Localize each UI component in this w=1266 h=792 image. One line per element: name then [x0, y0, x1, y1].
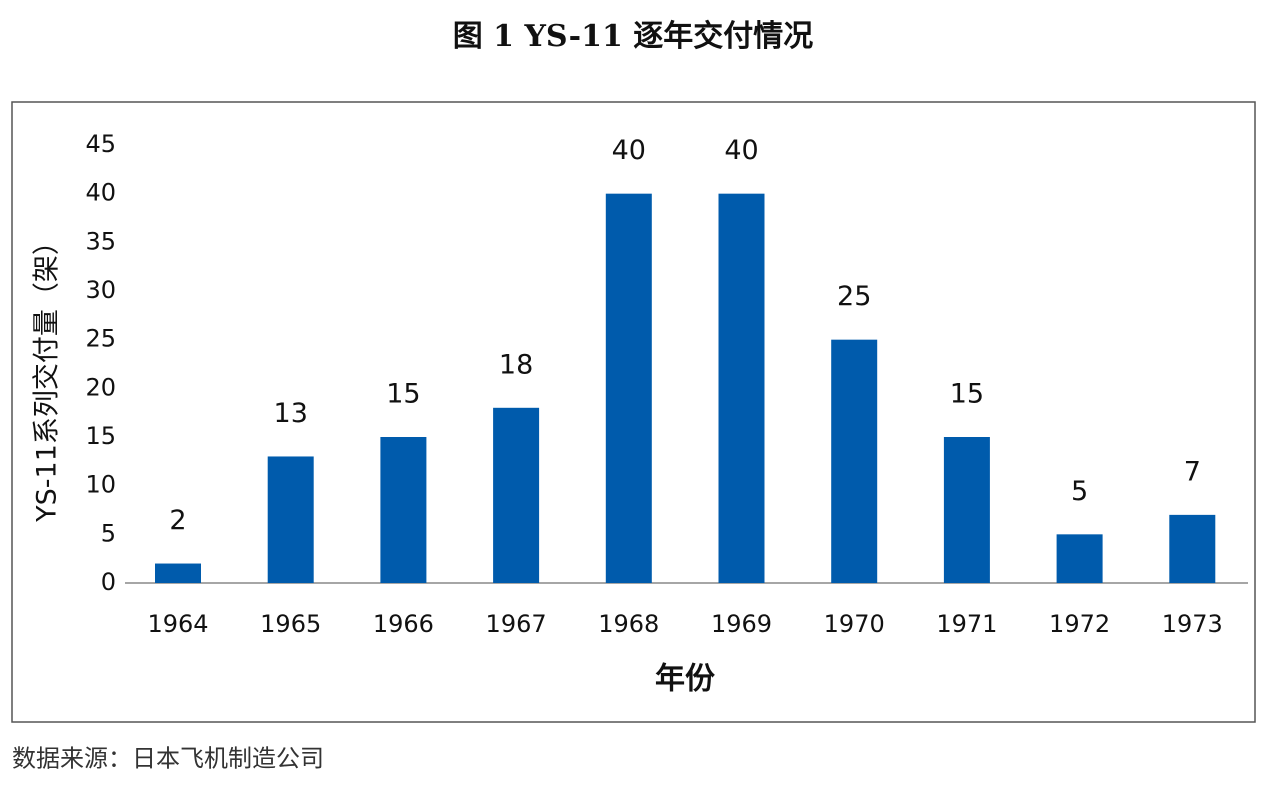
y-tick-label: 25: [85, 325, 116, 353]
value-label: 40: [612, 135, 646, 166]
bar: [493, 407, 540, 583]
source-note: 数据来源：日本飞机制造公司: [12, 745, 324, 773]
value-label: 7: [1184, 456, 1201, 487]
bar: [1169, 514, 1216, 583]
bar: [943, 437, 990, 583]
y-tick-label: 30: [85, 276, 116, 304]
value-label: 25: [837, 281, 871, 312]
x-tick-label: 1965: [260, 610, 321, 638]
x-tick-label: 1966: [373, 610, 434, 638]
y-tick-label: 10: [85, 471, 116, 499]
chart-title: 图 1 YS-11 逐年交付情况: [453, 19, 814, 54]
value-label: 2: [169, 505, 186, 536]
x-tick-label: 1970: [824, 610, 885, 638]
y-tick-label: 20: [85, 373, 116, 401]
x-tick-label: 1972: [1049, 610, 1110, 638]
bar: [267, 456, 314, 583]
value-label: 18: [499, 349, 533, 380]
bar: [718, 193, 765, 583]
y-tick-label: 40: [85, 179, 116, 207]
x-axis-label: 年份: [655, 662, 715, 697]
x-tick-label: 1964: [147, 610, 208, 638]
y-axis-label: YS-11系列交付量（架）: [32, 228, 63, 523]
bar: [831, 339, 878, 583]
bar: [155, 563, 201, 583]
value-label: 40: [724, 135, 758, 166]
y-tick-label: 15: [85, 422, 116, 450]
value-label: 15: [950, 379, 984, 410]
value-label: 15: [386, 379, 420, 410]
y-tick-label: 35: [85, 227, 116, 255]
chart-frame: [11, 101, 1256, 723]
value-label: 5: [1071, 476, 1088, 507]
x-tick-label: 1973: [1162, 610, 1223, 638]
value-label: 13: [274, 398, 308, 429]
bar: [380, 437, 427, 583]
bar: [1056, 534, 1103, 583]
bar: [605, 193, 652, 583]
x-tick-label: 1969: [711, 610, 772, 638]
x-tick-label: 1967: [486, 610, 547, 638]
y-tick-label: 5: [101, 519, 116, 547]
y-tick-label: 0: [101, 568, 116, 596]
x-tick-label: 1968: [598, 610, 659, 638]
y-tick-label: 45: [85, 130, 116, 158]
x-tick-label: 1971: [936, 610, 997, 638]
